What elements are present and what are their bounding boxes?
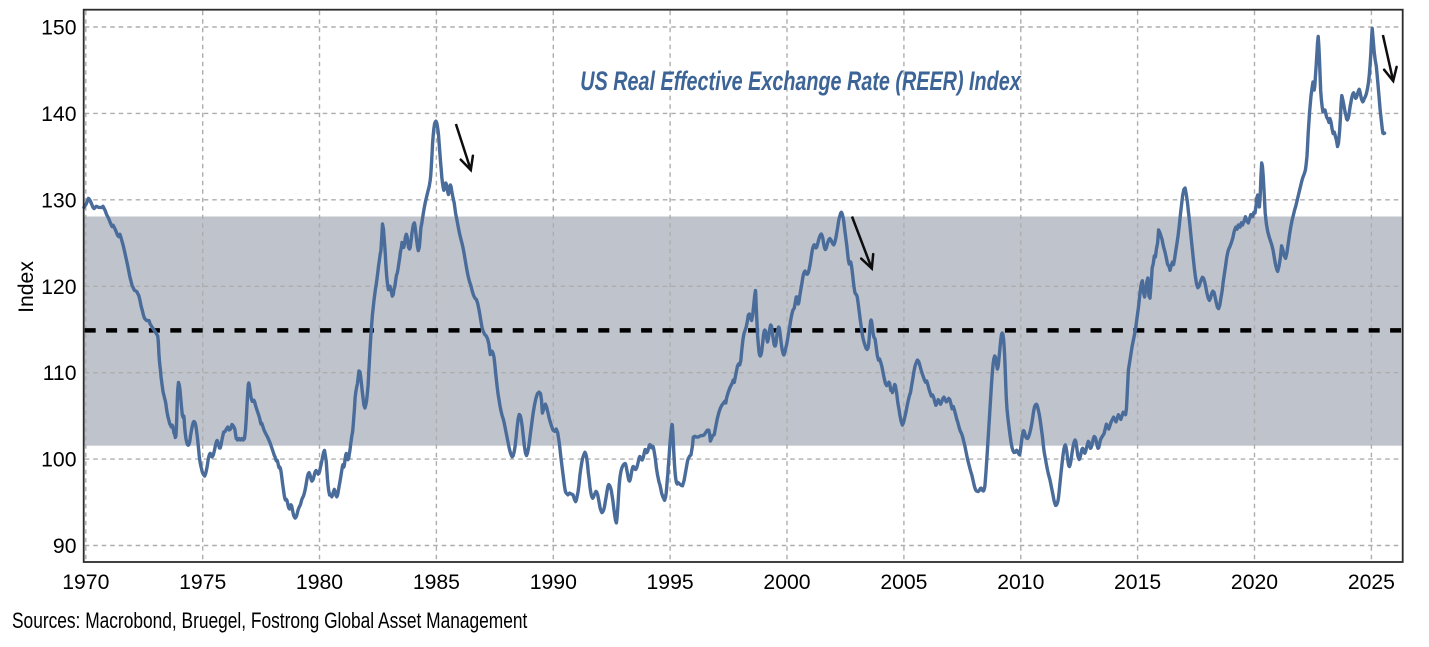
svg-text:US Real Effective Exchange Rat: US Real Effective Exchange Rate (REER) I…: [580, 67, 1021, 97]
svg-text:100: 100: [41, 449, 76, 472]
svg-text:2000: 2000: [763, 571, 810, 594]
svg-text:140: 140: [41, 103, 76, 126]
svg-text:1970: 1970: [62, 571, 109, 594]
svg-text:2020: 2020: [1231, 571, 1278, 594]
svg-text:2015: 2015: [1114, 571, 1161, 594]
svg-text:1995: 1995: [647, 571, 694, 594]
svg-text:130: 130: [41, 189, 76, 212]
svg-text:1985: 1985: [413, 571, 460, 594]
svg-text:110: 110: [43, 362, 77, 385]
svg-text:90: 90: [53, 535, 77, 558]
svg-text:2005: 2005: [880, 571, 927, 594]
svg-text:1990: 1990: [530, 571, 577, 594]
svg-text:2025: 2025: [1348, 571, 1395, 594]
svg-text:Index: Index: [15, 261, 38, 313]
svg-text:1980: 1980: [296, 571, 343, 594]
svg-text:Sources: Macrobond, Bruegel, F: Sources: Macrobond, Bruegel, Fostrong Gl…: [12, 609, 528, 633]
svg-text:150: 150: [41, 17, 76, 40]
svg-text:2010: 2010: [997, 571, 1044, 594]
svg-text:1975: 1975: [179, 571, 226, 594]
svg-text:120: 120: [41, 276, 76, 299]
